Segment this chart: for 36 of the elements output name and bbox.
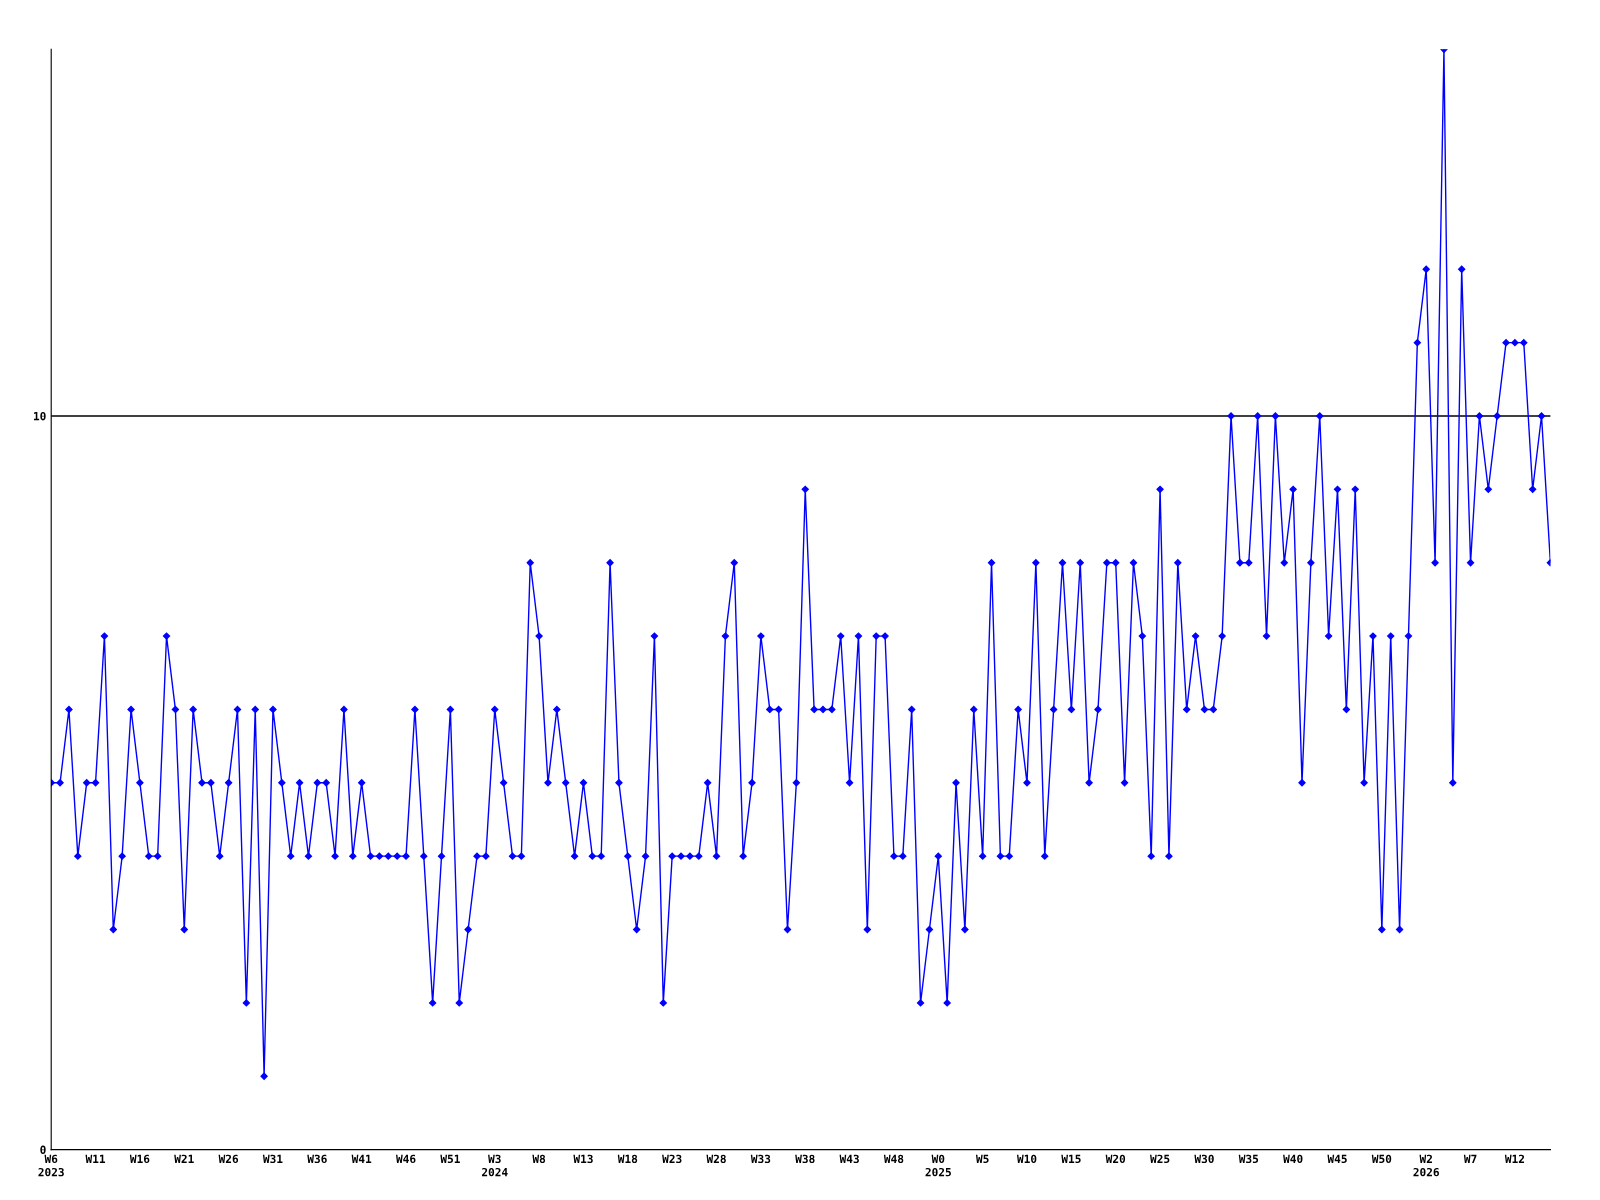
- x-tick-label: W5: [975, 1154, 989, 1164]
- x-tick-label: W31: [262, 1154, 283, 1164]
- x-tick-label: W21: [174, 1154, 194, 1163]
- x-tick-label: W8: [532, 1154, 546, 1164]
- x-tick-label: W45: [1327, 1154, 1347, 1164]
- x-tick-label: W46: [396, 1154, 416, 1164]
- x-tick-label: W48: [883, 1154, 904, 1164]
- x-tick-label: W11: [85, 1154, 106, 1163]
- x-tick-label: W10: [1016, 1154, 1037, 1164]
- x-tick-label: W40: [1283, 1154, 1303, 1164]
- x-tick-label: W16: [129, 1154, 150, 1164]
- x-tick-label: W33: [750, 1154, 771, 1164]
- x-tick-label: W25: [1150, 1154, 1170, 1164]
- x-tick-label: W28: [706, 1154, 726, 1164]
- x-tick-label: W50: [1371, 1154, 1392, 1164]
- x-tick-label: W43: [839, 1154, 859, 1164]
- x-tick-label: W30: [1194, 1154, 1214, 1164]
- x-tick-label: W15: [1061, 1154, 1081, 1164]
- x-tick-label: W6 2023: [38, 1154, 64, 1177]
- x-tick-label: W12: [1504, 1154, 1525, 1163]
- y-tick-label: 10: [33, 411, 46, 421]
- x-tick-label: W26: [218, 1154, 239, 1164]
- x-tick-label: W13: [573, 1154, 593, 1164]
- x-tick-label: W0 2025: [925, 1154, 951, 1177]
- y-tick-label: 0: [40, 1145, 46, 1154]
- x-tick-label: W41: [351, 1154, 372, 1163]
- x-tick-label: W36: [307, 1154, 327, 1164]
- x-tick-label: W35: [1238, 1154, 1259, 1164]
- x-tick-label: W23: [662, 1154, 682, 1164]
- x-tick-label: W2 2026: [1413, 1154, 1439, 1177]
- x-tick-label: W3 2024: [482, 1154, 508, 1177]
- x-tick-label: W38: [795, 1154, 815, 1164]
- x-tick-label: W51: [440, 1154, 460, 1164]
- x-tick-label: W7: [1463, 1154, 1477, 1163]
- x-tick-label: W18: [617, 1154, 638, 1164]
- x-tick-label: W20: [1105, 1154, 1126, 1164]
